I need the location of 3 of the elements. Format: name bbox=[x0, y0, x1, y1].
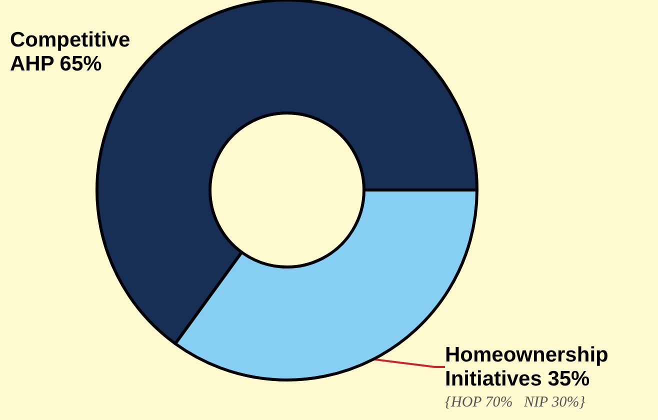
slice-label: Competitive AHP 65% bbox=[10, 28, 136, 76]
text: {HOP 70% NIP 30%} bbox=[445, 394, 586, 410]
slice-label: Homeownership Initiatives 35% bbox=[445, 344, 614, 390]
